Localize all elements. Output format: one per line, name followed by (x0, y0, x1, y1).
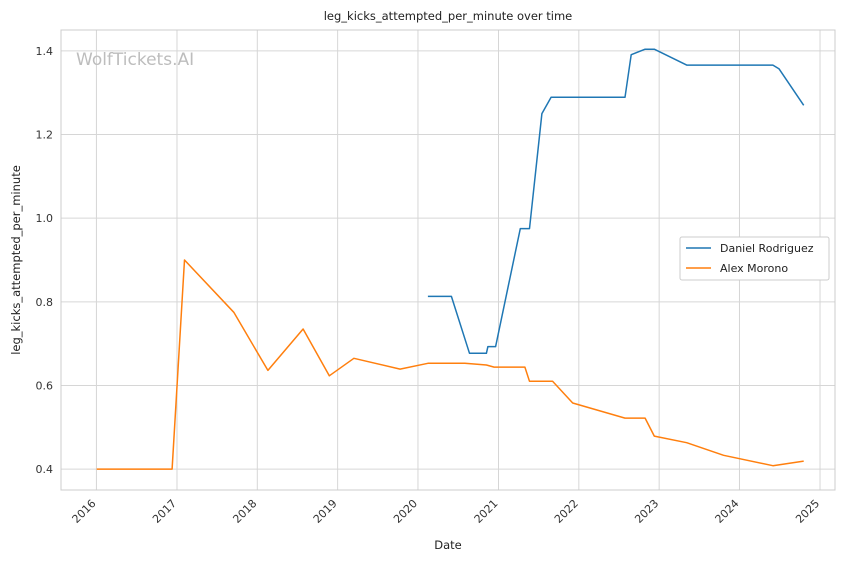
y-axis-title: leg_kicks_attempted_per_minute (9, 165, 23, 355)
x-tick-label: 2016 (70, 497, 99, 526)
series-lines (96, 48, 805, 470)
x-tick-label: 2022 (552, 497, 581, 526)
x-tick-label: 2020 (391, 497, 420, 526)
x-tick-label: 2021 (472, 497, 501, 526)
chart-title: leg_kicks_attempted_per_minute over time (324, 9, 573, 23)
y-tick-label: 0.6 (36, 379, 54, 392)
x-tick-labels: 2016 2017 2018 2019 2020 2021 2022 2023 2024 2025 (70, 497, 823, 526)
x-axis-title: Date (434, 538, 462, 552)
y-tick-labels: 0.4 0.6 0.8 1.0 1.2 1.4 (36, 45, 54, 476)
series-line-daniel-rodriguez (427, 48, 805, 355)
y-tick-label: 0.8 (36, 296, 54, 309)
watermark: WolfTickets.AI (76, 50, 194, 70)
x-tick-label: 2017 (150, 497, 179, 526)
x-tick-label: 2024 (713, 497, 742, 526)
x-tick-label: 2019 (311, 497, 340, 526)
legend-box (679, 236, 830, 281)
y-tick-label: 0.4 (36, 463, 54, 476)
x-tick-label: 2018 (230, 497, 259, 526)
x-tick-label: 2023 (632, 497, 661, 526)
y-tick-label: 1.2 (36, 129, 54, 142)
legend-label-alex-morono: Alex Morono (720, 262, 788, 275)
series-line-alex-morono (96, 259, 804, 470)
legend-label-daniel-rodriguez: Daniel Rodriguez (720, 242, 814, 255)
plot-frame (60, 29, 836, 491)
legend: Daniel Rodriguez Alex Morono (679, 236, 830, 281)
y-tick-label: 1.4 (36, 45, 54, 58)
x-tick-label: 2025 (793, 497, 822, 526)
y-tick-label: 1.0 (36, 212, 54, 225)
